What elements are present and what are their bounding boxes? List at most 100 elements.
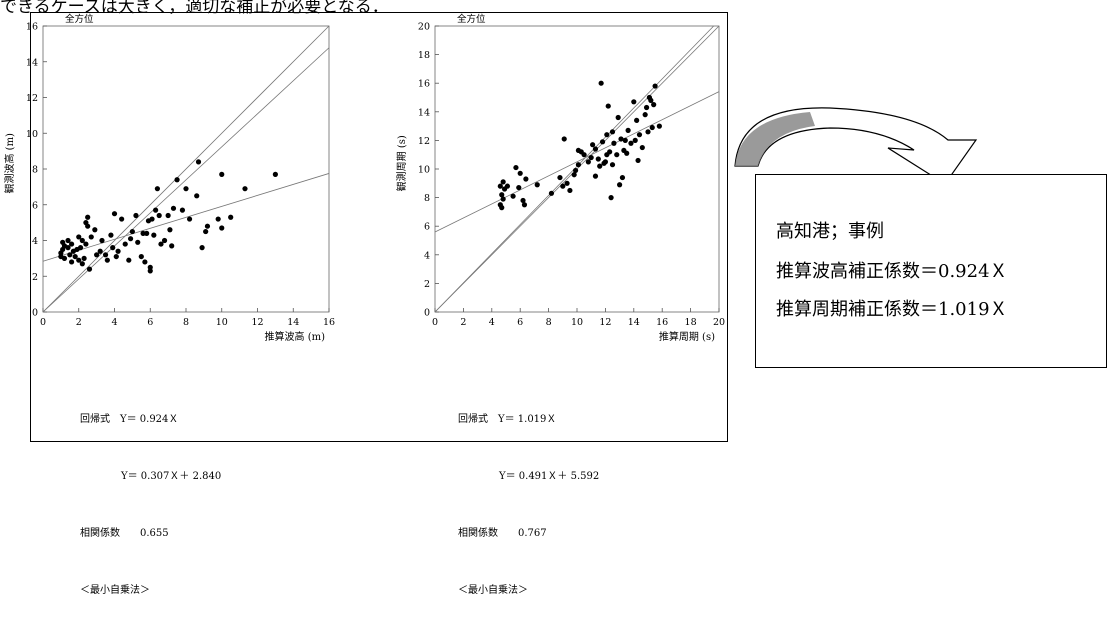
chart2-data-point <box>564 180 570 186</box>
chart1-data-point <box>110 245 116 251</box>
chart1-y-axis-label: 観測波高 (m) <box>3 133 16 194</box>
correlation-label: 相関係数 0.767 <box>458 528 547 539</box>
chart1-data-point <box>69 259 75 265</box>
chart2-data-point <box>523 176 529 182</box>
chart2-data-point <box>643 104 650 111</box>
chart1-data-point <box>99 237 105 244</box>
chart1-x-tick-label: 12 <box>251 317 263 328</box>
chart2-y-tick-label: 16 <box>418 79 430 90</box>
chart1-data-point <box>158 241 164 247</box>
chart1-data-point <box>195 159 202 165</box>
chart2-data-point <box>595 156 601 162</box>
chart2-data-point <box>645 129 651 135</box>
chart1-data-point <box>151 232 157 238</box>
chart2-data-point <box>611 140 617 146</box>
chart1-data-point <box>140 230 146 236</box>
chart2-data-point <box>513 164 519 171</box>
chart1-data-point <box>219 171 225 177</box>
chart1-data-point <box>272 171 278 177</box>
chart2-data-point <box>534 182 540 188</box>
chart1-x-tick-label: 2 <box>76 317 82 328</box>
chart1-data-point <box>219 225 225 231</box>
chart2-data-point <box>639 144 645 151</box>
chart1-y-tick-label: 12 <box>26 93 38 104</box>
chart1-y-tick-label: 0 <box>32 308 38 319</box>
chart1-data-point <box>119 216 125 222</box>
chart2-data-point <box>581 152 587 158</box>
chart1-data-point <box>76 234 82 240</box>
chart1-data-point <box>76 257 82 263</box>
chart2-x-tick-label: 10 <box>571 317 583 328</box>
chart2-data-point <box>614 152 620 158</box>
regression-label-1: 回帰式 Y＝ 0.924Ｘ <box>80 414 179 425</box>
chart2-data-point <box>608 195 614 201</box>
chart1-data-point <box>85 214 91 220</box>
chart1-data-point <box>133 212 139 219</box>
chart1-data-point <box>179 207 186 213</box>
chart1-data-point <box>174 177 180 183</box>
chart1-data-point <box>194 193 200 199</box>
chart1-data-point <box>165 212 171 219</box>
chart1-data-point <box>88 234 94 240</box>
chart1-data-point <box>61 255 68 261</box>
chart1-x-tick-label: 8 <box>183 317 189 328</box>
chart2-data-point <box>521 202 528 208</box>
method-label: ＜最小自乗法＞ <box>80 585 150 596</box>
chart1-data-point <box>94 252 100 258</box>
chart1-data-point <box>142 259 148 265</box>
chart1-x-tick-label: 6 <box>147 317 153 328</box>
chart2-data-point <box>656 123 662 129</box>
chart2-x-tick-label: 8 <box>546 317 552 328</box>
chart2-data-point <box>500 179 506 185</box>
note-line-1: 高知港；事例 <box>776 221 884 242</box>
regression-label-1: 回帰式 Y＝ 1.019Ｘ <box>458 414 557 425</box>
chart2-data-point <box>609 129 616 135</box>
chart2-data-point <box>617 182 623 188</box>
chart1-data-point <box>111 211 118 217</box>
chart2-data-point <box>567 187 573 194</box>
chart1-data-point <box>65 245 71 251</box>
chart1-data-point <box>156 212 162 219</box>
chart1-data-point <box>203 228 209 235</box>
chart1-x-tick-label: 4 <box>111 317 117 328</box>
chart2-y-tick-label: 4 <box>424 250 430 261</box>
chart1-data-point <box>153 207 159 213</box>
chart2-data-point <box>590 142 596 148</box>
chart1-data-point <box>228 214 234 220</box>
chart1-data-point <box>129 228 135 235</box>
chart1-data-point <box>79 261 85 267</box>
chart1-data-point <box>144 230 150 236</box>
chart2-data-point <box>632 137 638 143</box>
chart1-data-point <box>108 232 114 238</box>
chart1-data-point <box>170 205 177 211</box>
chart2-x-tick-label: 4 <box>489 317 495 328</box>
chart2-data-point <box>504 183 511 189</box>
chart1-y-tick-label: 8 <box>32 165 38 176</box>
chart2-data-point <box>548 190 555 196</box>
chart2-data-point <box>615 114 621 121</box>
chart1-data-point <box>69 241 75 247</box>
chart2-data-point <box>520 197 526 204</box>
chart2-data-point <box>636 132 643 138</box>
chart2-data-point <box>499 205 505 211</box>
chart2-data-point <box>625 127 631 133</box>
chart2-data-point <box>635 157 641 164</box>
chart1-x-tick-label: 10 <box>216 317 228 328</box>
chart2-data-point <box>648 97 654 103</box>
chart1-data-point <box>65 237 71 244</box>
chart1-data-point <box>104 257 110 263</box>
chart1-x-tick-label: 16 <box>323 317 335 328</box>
chart1-data-point <box>138 253 144 260</box>
note-line-2: 推算波高補正係数＝0.924Ｘ <box>776 261 1008 282</box>
chart2-data-point <box>497 183 503 189</box>
chart1-x-axis-label: 推算波高 (m) <box>265 330 326 343</box>
chart2-x-axis-label: 推算周期 (s) <box>659 330 715 343</box>
chart1-data-point <box>147 268 153 274</box>
chart2-y-tick-label: 10 <box>418 165 430 176</box>
chart1-x-tick-label: 0 <box>40 317 46 328</box>
chart2-data-point <box>597 163 603 169</box>
chart1-data-point <box>67 252 73 258</box>
chart1-data-point <box>186 216 193 222</box>
chart2-data-point <box>592 146 599 152</box>
chart1-data-point <box>122 241 128 247</box>
